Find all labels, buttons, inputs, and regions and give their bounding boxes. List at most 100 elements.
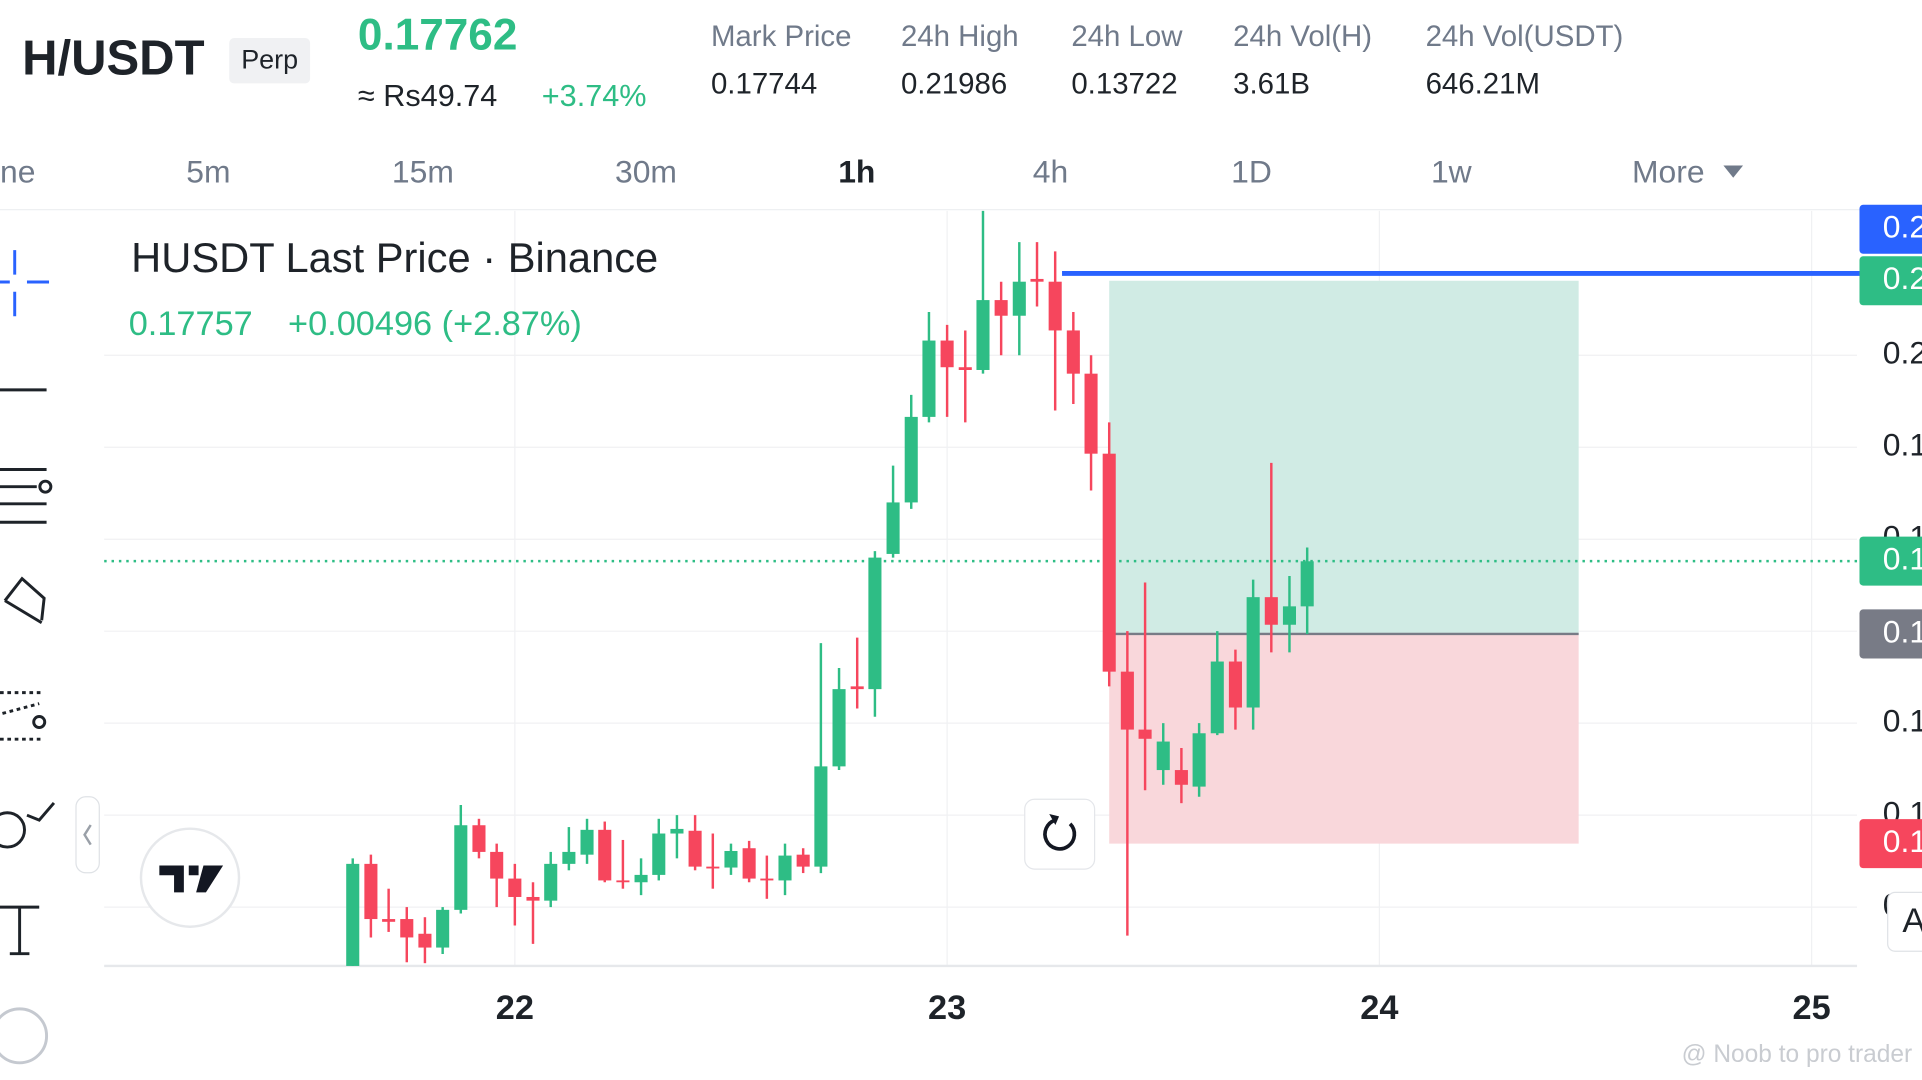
candle-body xyxy=(1264,597,1278,625)
high-badge xyxy=(1859,204,1922,254)
timeframe[interactable]: 1D xyxy=(1231,154,1272,190)
candle-body xyxy=(832,689,846,767)
text-tool[interactable] xyxy=(0,905,40,956)
candle-body xyxy=(634,874,648,883)
candle-body xyxy=(994,300,1008,316)
candle-body xyxy=(1138,729,1152,739)
candle-body xyxy=(1084,373,1098,454)
candle-body xyxy=(1048,281,1062,331)
candle-body xyxy=(1228,661,1242,708)
y-tick-label: 0.20000 xyxy=(1883,335,1922,371)
projection-tool[interactable] xyxy=(0,691,45,741)
icon-part xyxy=(38,479,53,494)
candle-body xyxy=(1102,453,1116,672)
more-tools[interactable] xyxy=(0,1007,49,1065)
profit-zone xyxy=(1109,280,1579,634)
candle-body xyxy=(706,866,720,869)
reset-icon xyxy=(1043,818,1077,851)
candle-body xyxy=(976,300,990,370)
last-price-badge-label: 0.17762 xyxy=(1883,541,1922,577)
icon-part xyxy=(83,824,92,846)
target-badge-label: 0.20810 xyxy=(1883,260,1922,296)
candle-body xyxy=(958,367,972,370)
timeframe[interactable]: 15m xyxy=(392,154,454,190)
timeframe[interactable]: 1w xyxy=(1431,154,1473,190)
candle-body xyxy=(544,863,558,901)
y-tick-label: 0.19000 xyxy=(1883,427,1922,463)
candle-body xyxy=(418,933,432,948)
candle-body xyxy=(1192,733,1206,787)
chart-title: HUSDT Last Price · Binance xyxy=(131,234,658,281)
stat-label: 24h Vol(H) xyxy=(1233,20,1372,53)
legend-change: +0.00496 (+2.87%) xyxy=(288,305,582,343)
timeframe[interactable]: More xyxy=(1632,154,1705,190)
candle-body xyxy=(1210,661,1224,734)
candle-body xyxy=(1282,606,1297,625)
candle-body xyxy=(1012,281,1026,316)
candle-body xyxy=(760,878,774,881)
candle-body xyxy=(868,557,882,690)
candle-body xyxy=(382,919,396,922)
loss-zone xyxy=(1109,633,1579,844)
candle-body xyxy=(436,909,450,948)
tv-logo xyxy=(139,827,241,928)
candle-body xyxy=(670,828,684,834)
candle-body xyxy=(922,340,936,417)
timeframe[interactable]: 4h xyxy=(1033,154,1068,190)
fib-tool[interactable] xyxy=(0,468,47,524)
price-change: +3.74% xyxy=(542,79,647,113)
candle-body xyxy=(598,829,612,881)
candle-body xyxy=(1066,330,1080,374)
candle-body xyxy=(742,848,756,879)
collapse-handle[interactable] xyxy=(75,796,100,874)
candle-body xyxy=(1030,278,1044,282)
candle-body xyxy=(850,686,864,690)
reset-box[interactable] xyxy=(1024,798,1096,870)
timeframe[interactable]: ne xyxy=(0,154,35,190)
stop-badge xyxy=(1859,819,1922,869)
brush-tool[interactable] xyxy=(0,811,26,849)
timeframe[interactable]: 30m xyxy=(615,154,677,190)
candle-body xyxy=(364,863,378,920)
pattern-tool[interactable] xyxy=(3,576,46,625)
candle-body xyxy=(1300,561,1314,607)
contract: Perp xyxy=(241,44,298,74)
icon-part xyxy=(32,715,47,730)
candle-body xyxy=(778,855,792,881)
candle-body xyxy=(1120,671,1134,730)
logo-circle xyxy=(139,827,241,928)
candle-body xyxy=(886,502,900,554)
stat-value: 0.13722 xyxy=(1071,68,1177,101)
candle-body xyxy=(814,766,828,867)
auto-scale-button[interactable] xyxy=(1887,891,1922,952)
candle-body xyxy=(400,919,414,938)
timeframe[interactable]: 1h xyxy=(838,154,875,190)
candle-body xyxy=(940,340,954,368)
contract-badge xyxy=(229,38,311,84)
x-tick-label: 24 xyxy=(1360,989,1398,1027)
candle-body xyxy=(616,880,630,883)
stat-value: 646.21M xyxy=(1426,68,1540,101)
symbol[interactable]: H/USDT xyxy=(22,31,205,85)
candle-body xyxy=(1174,770,1188,785)
candle-body xyxy=(472,825,486,852)
entry-badge xyxy=(1859,609,1922,659)
icon-part xyxy=(26,801,56,822)
candle-body xyxy=(454,825,468,910)
stat-value: 3.61B xyxy=(1233,68,1310,101)
candle-body xyxy=(562,851,576,864)
target-badge xyxy=(1859,256,1922,306)
reset-button[interactable] xyxy=(1024,798,1096,870)
entry-badge-label: 0.16970 xyxy=(1883,613,1922,649)
candle-body xyxy=(346,863,360,966)
candle-body xyxy=(796,854,810,867)
candle-body xyxy=(688,830,702,867)
crosshair-tool[interactable] xyxy=(0,250,50,317)
dropdown-arrow xyxy=(1723,165,1744,178)
timeframe[interactable]: 5m xyxy=(186,154,230,190)
stat-value: 0.17744 xyxy=(711,68,817,101)
auto-scale-label[interactable]: A xyxy=(1902,902,1922,940)
high-badge-label: 0.21370 xyxy=(1883,209,1922,245)
